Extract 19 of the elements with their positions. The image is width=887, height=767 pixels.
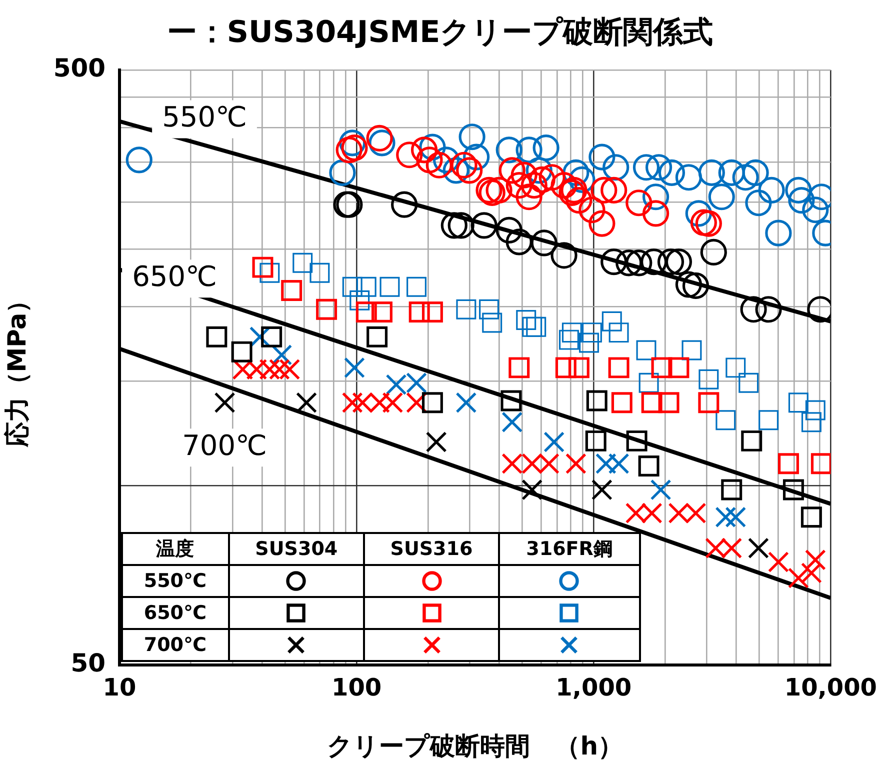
annotation: SUS316 bbox=[364, 533, 500, 565]
annotation: 550℃ bbox=[162, 100, 247, 134]
annotation: 650℃ bbox=[132, 260, 217, 293]
text: 550℃ bbox=[144, 570, 207, 592]
x-tick-label: 1,000 bbox=[556, 674, 632, 702]
x-tick-label: 10,000 bbox=[784, 674, 878, 702]
y-axis-title: 応力（MPa） bbox=[2, 288, 32, 448]
annotation: SUS304 bbox=[228, 533, 364, 565]
x-tick-label: 100 bbox=[332, 674, 382, 702]
y-tick-label: 50 bbox=[70, 648, 106, 678]
text: 650℃ bbox=[144, 602, 207, 624]
annotation: 700℃ bbox=[182, 428, 267, 462]
x-axis-title: クリープ破断時間 （h） bbox=[327, 732, 624, 760]
legend-title: 温度 bbox=[122, 533, 229, 565]
x-tick-label: 10 bbox=[102, 674, 136, 702]
y-tick-label: 500 bbox=[53, 54, 106, 82]
annotation: 316FR鋼 bbox=[499, 533, 640, 565]
chart-title: ー：SUS304JSMEクリープ破断関係式 bbox=[166, 14, 714, 50]
text: 700℃ bbox=[144, 634, 207, 656]
